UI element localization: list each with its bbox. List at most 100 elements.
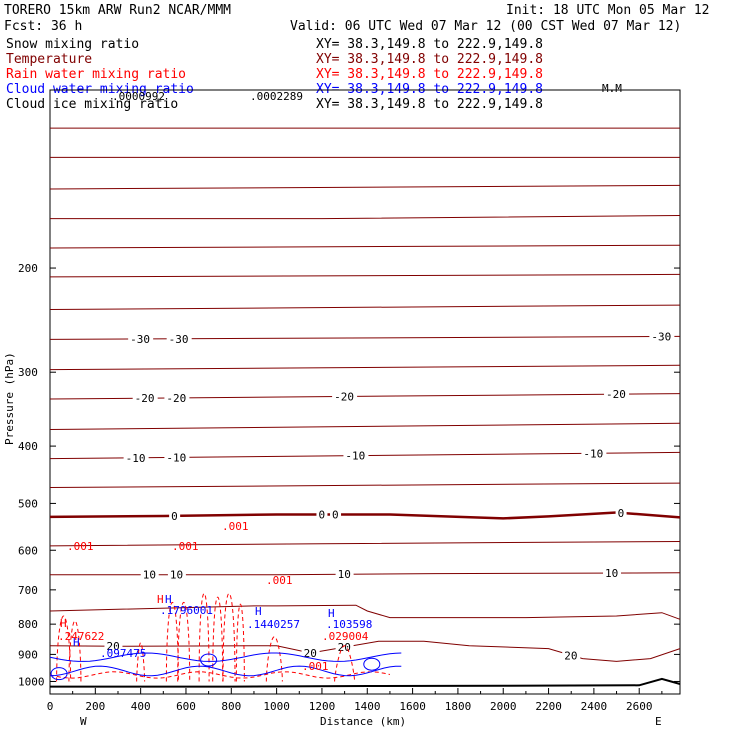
isotherm-label-bg (132, 392, 158, 405)
x-tick-label: 1000 (263, 700, 290, 713)
isotherm-label: -20 (334, 390, 354, 403)
isotherm-line (49, 640, 681, 662)
ice-value-label: .0002289 (250, 90, 303, 103)
valid-time: Valid: 06 UTC Wed 07 Mar 12 (00 CST Wed … (290, 19, 681, 34)
rain-plume (222, 592, 236, 682)
y-tick-label: 700 (18, 584, 38, 597)
x-tick-label: 2200 (535, 700, 562, 713)
isotherm-label: -10 (126, 452, 146, 465)
contour-annotations: .0000992 .0002289 M.M .001 .001 .001 .001 .001.… (58, 82, 622, 673)
cloud-water-contour (49, 665, 402, 677)
x-tick-label: 1400 (354, 700, 381, 713)
isotherm-line (49, 364, 681, 371)
x-tick-label: 200 (85, 700, 105, 713)
isotherm-label: 0 (318, 508, 325, 521)
forecast-hour: Fcst: 36 h (4, 19, 82, 34)
isotherm-label: 0 (618, 507, 625, 520)
rain-plume (235, 603, 245, 682)
y-axis-label: Pressure (hPa) (3, 352, 16, 445)
x-tick-label: 0 (47, 700, 54, 713)
temperature-contours (49, 127, 681, 662)
snow-value-label: .0000992 (112, 90, 165, 103)
rain-label: .001 (302, 660, 329, 673)
max-marker: H (60, 617, 67, 630)
cloud-water-value-label: .103598 (326, 618, 372, 631)
isotherm-label-bg (167, 568, 186, 581)
isotherm-label: 20 (106, 640, 119, 653)
y-tick-label: 1000 (18, 675, 45, 688)
isotherm-label-bg (604, 388, 630, 401)
y-tick-label: 500 (18, 497, 38, 510)
rain-band (49, 671, 391, 679)
isotherm-label-bg (335, 641, 354, 654)
cloud-water-value-label: .097475 (100, 647, 146, 660)
field-name-1: Temperature (6, 52, 92, 67)
cloud-water-cell (363, 657, 381, 671)
isotherm-label-bg (649, 330, 675, 343)
x-tick-label: 2400 (581, 700, 608, 713)
isotherm-label-bg (128, 332, 154, 345)
isotherm-label-bg (316, 508, 328, 521)
model-title: TORERO 15km ARW Run2 NCAR/MMM (4, 3, 231, 18)
isotherm-label: -20 (166, 392, 186, 405)
isotherm-label: 0 (171, 510, 178, 523)
x-tick-label: 2000 (490, 700, 517, 713)
cloud-water-contour (49, 652, 402, 662)
cloud-water-value-label: .1796001 (160, 604, 213, 617)
isotherm-label: 20 (564, 649, 577, 662)
max-marker: H (157, 593, 164, 606)
isotherm-line (49, 184, 681, 190)
isotherm-line (49, 244, 681, 249)
isotherm-label: -10 (345, 450, 365, 463)
isotherm-label-bg (166, 332, 192, 345)
max-marker: H (328, 607, 335, 620)
isotherm-line (49, 273, 681, 278)
isotherm-line (49, 482, 681, 488)
cloud-water-contours (49, 652, 402, 681)
isotherm-label-bg (615, 506, 627, 519)
field-xy-2: XY= 38.3,149.8 to 222.9,149.8 (316, 67, 543, 82)
x-tick-label: 400 (131, 700, 151, 713)
isotherm-line (49, 541, 681, 547)
isotherm-label-bg (603, 566, 622, 579)
isotherm-line (49, 511, 681, 520)
isotherm-label-bg (169, 509, 181, 522)
isotherm-label: -20 (606, 388, 626, 401)
terrain-line (50, 677, 681, 688)
rain-plume (265, 636, 283, 682)
field-xy-0: XY= 38.3,149.8 to 222.9,149.8 (316, 37, 543, 52)
isotherm-label: -30 (169, 333, 189, 346)
rain-label: .001 (67, 540, 94, 553)
temperature-labels: -30 -30 -30-20 -20 -20 -20-10 -10 -10 -100 0 0 010 1… (104, 330, 675, 662)
max-marker: H (73, 636, 80, 649)
rain-label: .001 (222, 520, 249, 533)
cloud-water-cell (200, 653, 218, 667)
rain-plume (212, 596, 224, 682)
x-tick-label: 1800 (445, 700, 472, 713)
isotherm-label-bg (332, 390, 358, 403)
rain-contours (49, 592, 391, 682)
init-time: Init: 18 UTC Mon 05 Mar 12 (506, 3, 710, 18)
isotherm-label-bg (301, 646, 320, 659)
isotherm-label: 10 (143, 569, 156, 582)
isotherm-label-bg (164, 451, 190, 464)
rain-plume (177, 601, 191, 682)
field-name-0: Snow mixing ratio (6, 37, 139, 52)
east-label: E (655, 715, 662, 728)
x-tick-label: 1200 (309, 700, 336, 713)
rain-plume (136, 642, 146, 682)
cloud-water-value-label: .1440257 (247, 618, 300, 631)
isotherm-label: 10 (605, 567, 618, 580)
rain-label: .001 (266, 574, 293, 587)
rain-value-label: .247622 (58, 630, 104, 643)
isotherm-line (50, 215, 681, 220)
isotherm-label: 20 (338, 641, 351, 654)
isotherm-label-bg (335, 568, 354, 581)
isotherm-line (49, 304, 681, 310)
top-right-marker: M.M (602, 82, 622, 95)
field-name-2: Rain water mixing ratio (6, 67, 186, 82)
cloud-water-cell (50, 667, 68, 681)
west-label: W (80, 715, 87, 728)
